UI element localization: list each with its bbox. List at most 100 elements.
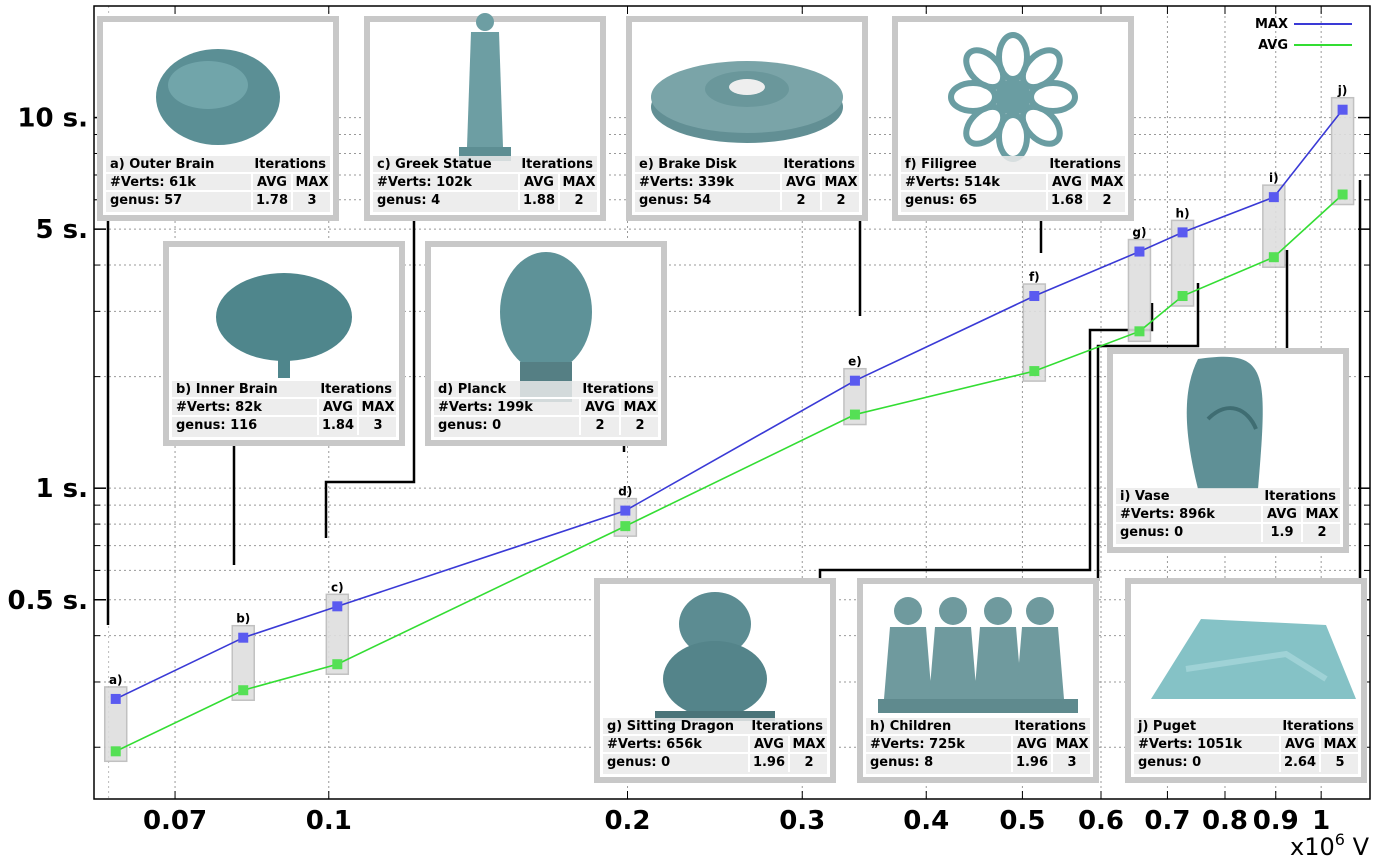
data-point-avg (1268, 252, 1279, 263)
model-card-a: a) Outer Brain Iterations #Verts: 61k genus… (97, 16, 339, 221)
sitting-dragon-icon (655, 711, 775, 721)
children-icon (894, 597, 922, 625)
iterations-header: Iterations (1014, 719, 1086, 734)
max-header: MAX (824, 175, 857, 190)
x-tick-label: 1 (1312, 806, 1330, 836)
data-point-avg (620, 521, 631, 532)
y-tick-label: 5 s. (36, 215, 89, 245)
max-iterations: 3 (307, 193, 316, 208)
max-iterations: 2 (635, 418, 644, 433)
point-box (843, 367, 867, 426)
data-point-avg (1177, 291, 1188, 302)
iterations-header: Iterations (521, 157, 593, 172)
avg-header: AVG (786, 175, 816, 190)
data-point-max (849, 375, 860, 386)
iterations-header: Iterations (254, 157, 326, 172)
axis-labels: 0.07 0.1 0.2 0.3 0.4 0.5 0.6 0.7 0.8 0.9 1 0.5 s. 1 … (8, 104, 1370, 858)
point-label: c) (331, 580, 344, 594)
point-label: h) (1176, 206, 1190, 220)
genus-value: genus: 0 (438, 418, 501, 433)
x-unit-exponent: 6 (1335, 830, 1345, 849)
model-card-h: h) Children Iterations #Verts: 725k genus: … (857, 578, 1099, 783)
vase-icon (1206, 406, 1258, 430)
model-title: j) Puget (1137, 719, 1196, 734)
point-label: d) (618, 485, 632, 499)
point-label: b) (236, 612, 250, 626)
avg-iterations: 1.9 (1270, 525, 1293, 540)
data-point-avg (332, 659, 343, 670)
x-tick-label: 0.8 (1202, 806, 1248, 836)
plot-frame (93, 5, 1371, 800)
iterations-header: Iterations (1282, 719, 1354, 734)
max-iterations: 2 (574, 193, 583, 208)
point-label: i) (1269, 171, 1279, 185)
data-point-max (1268, 192, 1279, 203)
iterations-header: Iterations (582, 382, 654, 397)
data-point-max (238, 632, 249, 643)
point-box (1170, 219, 1195, 307)
brake-disk-icon (729, 79, 765, 95)
max-header: MAX (623, 400, 656, 415)
avg-header: AVG (585, 400, 615, 415)
max-header: MAX (792, 737, 825, 752)
model-title: b) Inner Brain (176, 382, 278, 397)
sitting-dragon-icon (663, 641, 767, 717)
vase-icon (1186, 356, 1263, 489)
data-point-max (332, 601, 343, 612)
greek-statue-icon (476, 13, 494, 31)
avg-header: AVG (1017, 737, 1047, 752)
x-tick-label: 0.07 (143, 806, 207, 836)
x-tick-label: 0.2 (604, 806, 650, 836)
leader-line (1096, 283, 1200, 581)
avg-iterations: 1.96 (753, 755, 785, 770)
series-line-max (115, 109, 1344, 700)
model-card-j: j) Puget Iterations #Verts: 1051k genus: 0 A… (1125, 578, 1367, 783)
genus-value: genus: 4 (377, 193, 440, 208)
model-title: g) Sitting Dragon (607, 719, 734, 734)
vertex-count: #Verts: 339k (639, 175, 734, 190)
model-title: h) Children (870, 719, 951, 734)
max-header: MAX (1305, 507, 1338, 522)
point-box (1022, 283, 1047, 382)
x-tick-label: 0.9 (1253, 806, 1299, 836)
data-point-max (1134, 246, 1145, 257)
children-icon (974, 627, 1022, 699)
max-header: MAX (1090, 175, 1123, 190)
x-tick-label: 0.1 (306, 806, 352, 836)
greek-statue-icon (467, 32, 503, 147)
avg-iterations: 1.68 (1051, 193, 1083, 208)
avg-header: AVG (1052, 175, 1082, 190)
data-point-avg (1337, 189, 1348, 200)
model-title: c) Greek Statue (377, 157, 492, 172)
iterations-header: Iterations (783, 157, 855, 172)
max-iterations: 3 (1067, 755, 1076, 770)
avg-iterations: 1.84 (322, 418, 354, 433)
point-label: f) (1029, 270, 1040, 284)
point-label: e) (848, 355, 862, 369)
genus-value: genus: 8 (870, 755, 933, 770)
avg-iterations: 2.64 (1284, 755, 1316, 770)
x-tick-label: 0.7 (1144, 806, 1190, 836)
leader-line (324, 218, 416, 538)
y-tick-label: 0.5 s. (8, 586, 88, 616)
data-point-avg (1134, 326, 1145, 337)
avg-header: AVG (323, 400, 353, 415)
max-iterations: 2 (836, 193, 845, 208)
genus-value: genus: 0 (607, 755, 670, 770)
point-box (1330, 96, 1355, 206)
vertex-count: #Verts: 82k (176, 400, 262, 415)
avg-header: AVG (1267, 507, 1297, 522)
model-card-d: d) Planck Iterations #Verts: 199k genus: 0 A… (425, 241, 667, 446)
legend-label-max: MAX (1255, 17, 1288, 32)
leader-line (818, 303, 1154, 581)
data-point-avg (849, 409, 860, 420)
model-title: a) Outer Brain (110, 157, 214, 172)
iterations-header: Iterations (1049, 157, 1121, 172)
model-card-g: g) Sitting Dragon Iterations #Verts: 656k g… (594, 578, 836, 783)
genus-value: genus: 0 (1138, 755, 1201, 770)
avg-iterations: 2 (595, 418, 604, 433)
series-line-avg (115, 193, 1344, 753)
avg-header: AVG (754, 737, 784, 752)
model-card-c: c) Greek Statue Iterations #Verts: 102k gen… (364, 13, 606, 221)
max-header: MAX (1323, 737, 1356, 752)
